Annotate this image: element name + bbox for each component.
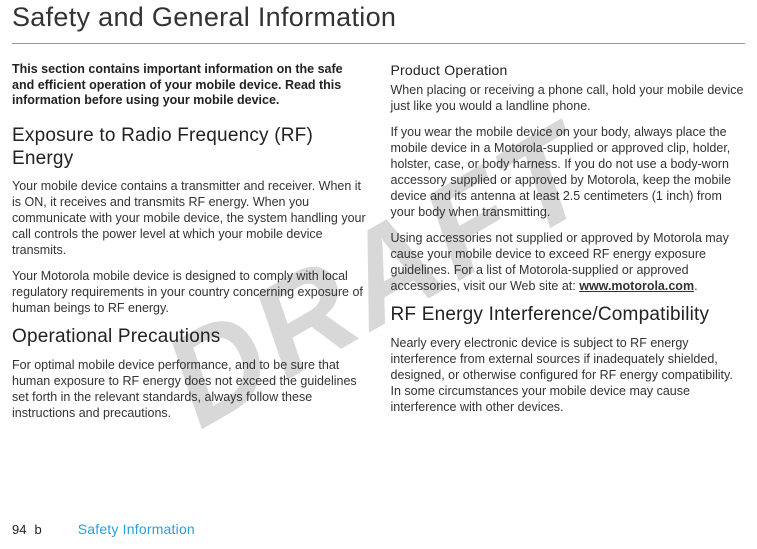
product-operation-p3-end: . [694,279,697,293]
operational-precautions-heading: Operational Precautions [12,326,367,349]
product-operation-p3: Using accessories not supplied or approv… [391,230,746,294]
rf-exposure-heading: Exposure to Radio Frequency (RF) Energy [12,125,367,171]
page-title: Safety and General Information [12,0,745,44]
intro-paragraph: This section contains important informat… [12,62,367,109]
footer-b: b [34,522,41,537]
product-operation-heading: Product Operation [391,62,746,78]
operational-precautions-p1: For optimal mobile device performance, a… [12,357,367,421]
rf-exposure-p1: Your mobile device contains a transmitte… [12,178,367,258]
product-operation-p1: When placing or receiving a phone call, … [391,82,746,114]
rf-interference-heading: RF Energy Interference/Compatibility [391,304,746,327]
page-content: Safety and General Information This sect… [0,0,757,431]
left-column: This section contains important informat… [12,62,367,431]
rf-exposure-p2: Your Motorola mobile device is designed … [12,268,367,316]
rf-interference-p1: Nearly every electronic device is subjec… [391,335,746,415]
footer-section-label: Safety Information [78,521,195,537]
right-column: Product Operation When placing or receiv… [391,62,746,431]
two-column-layout: This section contains important informat… [12,62,745,431]
page-footer: 94 b Safety Information [12,521,195,537]
product-operation-p2: If you wear the mobile device on your bo… [391,124,746,220]
motorola-link[interactable]: www.motorola.com [579,279,694,293]
page-number: 94 [12,522,26,537]
